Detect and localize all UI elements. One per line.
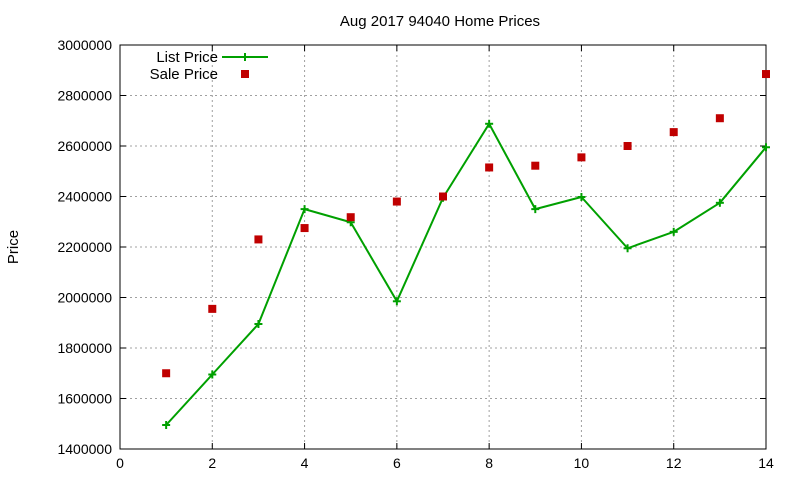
sale-price-series	[162, 70, 770, 378]
sale-price-point	[300, 224, 309, 233]
x-tick-label: 12	[666, 455, 682, 471]
y-tick-label: 2200000	[57, 239, 112, 255]
list-price-point	[715, 198, 724, 207]
list-price-series	[162, 119, 770, 430]
x-tick-label: 8	[485, 455, 493, 471]
legend-item-sale-price: Sale Price	[150, 66, 249, 83]
sale-price-point	[162, 369, 171, 378]
y-tick-label: 1600000	[57, 391, 112, 407]
sale-price-point	[623, 142, 632, 150]
list-price-point	[254, 320, 263, 329]
list-price-point	[531, 205, 540, 214]
list-price-point	[623, 244, 632, 253]
y-tick-label: 2400000	[57, 189, 112, 205]
sale-price-point	[208, 304, 217, 313]
legend-item-list-price: List Price	[156, 49, 268, 66]
series-group	[162, 70, 770, 430]
y-tick-label: 2600000	[57, 138, 112, 154]
list-price-line	[165, 122, 767, 426]
sale-price-point	[715, 114, 724, 123]
list-price-point	[577, 193, 586, 202]
chart-title: Aug 2017 94040 Home Prices	[340, 13, 540, 30]
x-tick-label: 10	[574, 455, 590, 471]
sale-price-point	[669, 128, 678, 137]
y-tick-label: 2800000	[57, 88, 112, 104]
x-tick-label: 14	[758, 455, 774, 471]
axis-ticks: 1400000 1600000 1800000 2000000 2200000 24000…	[57, 37, 774, 471]
y-tick-label: 2000000	[57, 290, 112, 306]
y-tick-label: 1400000	[57, 441, 112, 457]
sale-price-point	[346, 213, 355, 222]
sale-price-point	[762, 70, 770, 79]
legend-marker	[241, 70, 249, 78]
x-tick-label: 2	[208, 455, 216, 471]
x-tick-label: 0	[116, 455, 124, 471]
legend-marker	[241, 53, 249, 61]
list-price-point	[762, 143, 770, 152]
sale-price-point	[485, 163, 494, 172]
y-axis-label: Price	[5, 230, 22, 264]
list-price-point	[485, 119, 494, 128]
x-tick-label: 6	[393, 455, 401, 471]
sale-price-point	[531, 161, 540, 170]
list-price-point	[300, 205, 309, 214]
sale-price-point	[439, 192, 447, 201]
sale-price-point	[577, 153, 586, 162]
grid	[120, 45, 766, 449]
x-tick-label: 4	[301, 455, 309, 471]
list-price-point	[208, 370, 217, 379]
sale-price-point	[254, 235, 263, 244]
sale-price-point	[392, 197, 401, 206]
list-price-point	[162, 421, 171, 430]
y-tick-label: 1800000	[57, 340, 112, 356]
list-price-point	[392, 297, 401, 306]
y-tick-label: 3000000	[57, 37, 112, 53]
list-price-point	[669, 227, 678, 236]
legend-label: List Price	[156, 49, 218, 66]
legend-label: Sale Price	[150, 66, 218, 83]
